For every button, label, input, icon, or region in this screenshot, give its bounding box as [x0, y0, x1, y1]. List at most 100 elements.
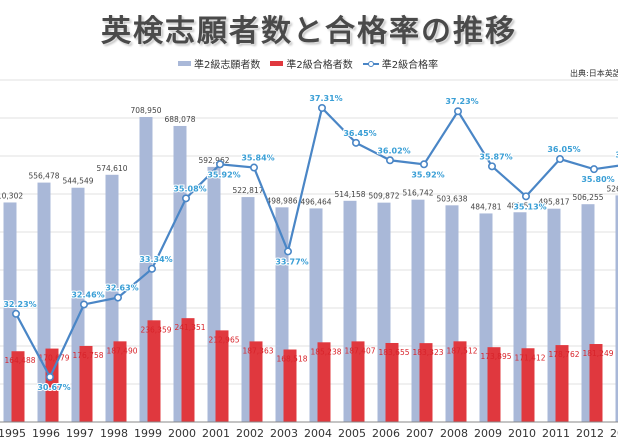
label-passers-2005: 187,407 [344, 346, 375, 355]
x-tick-1996: 1996 [32, 427, 60, 440]
label-rate-2011: 36.05% [547, 145, 580, 154]
rate-point-1997 [80, 300, 89, 309]
label-passers-1995: 164,488 [4, 356, 35, 365]
bar-passers-1999 [147, 320, 161, 422]
label-rate-2003: 33.77% [275, 257, 308, 266]
rate-point-1999 [148, 264, 157, 273]
x-tick-2013: 2013 [610, 427, 618, 440]
label-rate-2010: 35.13% [513, 202, 546, 211]
bar-passers-2012 [589, 344, 603, 422]
label-applicants-1996: 556,478 [28, 172, 59, 181]
source-note: 出典:日本英語 [570, 69, 618, 78]
label-passers-2009: 173,895 [480, 352, 511, 361]
label-rate-1995: 32.23% [3, 300, 36, 309]
label-rate-1998: 32.63% [105, 284, 138, 293]
label-rate-2012: 35.80% [581, 175, 614, 184]
label-applicants-1997: 544,549 [62, 177, 93, 186]
rate-point-2000 [182, 194, 191, 203]
x-tick-2009: 2009 [474, 427, 502, 440]
bar-passers-2011 [555, 345, 569, 422]
bar-passers-2003 [283, 349, 297, 422]
rate-labels: 32.23%30.67%32.46%32.63%33.34%35.08%35.9… [2, 93, 618, 393]
label-applicants-2009: 484,781 [470, 202, 501, 211]
legend-item-rate: 準2級合格率 [362, 56, 439, 71]
label-passers-2008: 187,512 [446, 346, 477, 355]
label-rate-2005: 36.45% [343, 129, 376, 138]
label-rate-2000: 35.08% [173, 184, 206, 193]
label-rate-2013: 35.92% [615, 150, 618, 159]
label-rate-2004: 37.31% [309, 94, 342, 103]
label-applicants-2010: 487,51 [507, 201, 533, 210]
legend-label-passers: 準2級合格者数 [286, 60, 353, 71]
label-applicants-2000: 688,078 [164, 115, 195, 124]
label-applicants-2008: 503,638 [436, 194, 467, 203]
label-applicants-2005: 514,158 [334, 190, 365, 199]
x-tick-2000: 2000 [168, 427, 196, 440]
label-passers-2007: 183,323 [412, 348, 443, 357]
x-tick-1999: 1999 [134, 427, 162, 440]
bar-passers-1997 [79, 345, 93, 422]
x-tick-2010: 2010 [508, 427, 536, 440]
rate-point-1996 [45, 372, 54, 381]
label-passers-1996: 170,679 [38, 354, 69, 363]
label-passers-2002: 187,363 [242, 346, 273, 355]
x-tick-labels: 1995 1996 1997 1998 1999 2000 2001 2002 2003 2004… [0, 427, 618, 440]
label-rate-2002: 35.84% [241, 154, 274, 163]
rate-point-2007 [419, 160, 428, 169]
label-applicants-2002: 522,817 [232, 186, 263, 195]
label-passers-1997: 176,758 [72, 351, 103, 360]
label-passers-2000: 241,351 [174, 323, 205, 332]
rate-point-2004 [317, 104, 326, 113]
x-tick-1998: 1998 [100, 427, 128, 440]
rate-point-2012 [589, 165, 598, 174]
rate-point-2001 [216, 160, 225, 169]
label-rate-2008: 37.23% [445, 97, 478, 106]
x-tick-2006: 2006 [372, 427, 400, 440]
rate-point-1998 [114, 293, 123, 302]
rate-point-2008 [453, 107, 462, 116]
label-rate-2006: 36.02% [377, 146, 410, 155]
label-rate-2007: 35.92% [411, 170, 444, 179]
bar-passers-2004 [317, 342, 331, 422]
rate-point-2009 [487, 162, 496, 171]
x-tick-1995: 1995 [0, 427, 26, 440]
bar-passers-1995 [11, 351, 25, 422]
label-applicants-2011: 495,817 [538, 198, 569, 207]
label-passers-2003: 168,518 [276, 355, 307, 364]
label-passers-1999: 236,359 [140, 325, 171, 334]
bar-passers-2005 [351, 341, 365, 422]
x-tick-2002: 2002 [236, 427, 264, 440]
legend: 準2級志願者数 準2級合格者数 準2級合格率 [178, 56, 438, 71]
label-applicants-2013: 526,715 [606, 184, 618, 193]
label-passers-2011: 178,762 [548, 350, 579, 359]
label-applicants-1999: 708,950 [130, 106, 161, 115]
label-passers-2010: 171,412 [514, 353, 545, 362]
legend-label-rate: 準2級合格率 [381, 60, 439, 71]
rate-point-2002 [250, 163, 259, 172]
bar-passers-2008 [453, 341, 467, 422]
bar-passers-2009 [487, 347, 501, 422]
x-tick-2008: 2008 [440, 427, 468, 440]
label-passers-2006: 183,655 [378, 348, 409, 357]
legend-label-applicants: 準2級志願者数 [194, 60, 261, 71]
label-rate-1997: 32.46% [71, 290, 104, 299]
x-tick-2011: 2011 [542, 427, 570, 440]
x-tick-2004: 2004 [304, 427, 332, 440]
bar-applicants-2013 [615, 195, 618, 422]
rate-point-2010 [521, 192, 530, 201]
label-applicants-1995: 10,302 [0, 191, 23, 200]
rate-point-2003 [283, 247, 292, 256]
bar-passers-2002 [249, 341, 263, 422]
legend-item-passers: 準2級合格者数 [270, 56, 353, 71]
label-applicants-2006: 509,872 [368, 192, 399, 201]
x-tick-2007: 2007 [406, 427, 434, 440]
label-rate-2001: 35.92% [207, 170, 240, 179]
bar-passers-2000 [181, 318, 195, 422]
label-rate-1996: 30.67% [37, 383, 70, 392]
x-tick-2012: 2012 [576, 427, 604, 440]
label-passers-1998: 187,490 [106, 346, 137, 355]
label-passers-2012: 181,249 [582, 349, 613, 358]
